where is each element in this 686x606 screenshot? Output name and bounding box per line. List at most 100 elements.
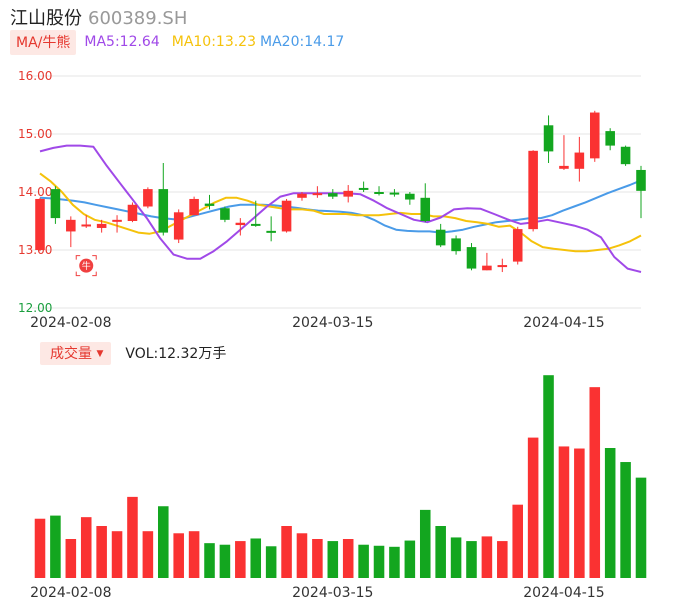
candle-body — [358, 187, 369, 190]
stock-title: 江山股份 600389.SH — [10, 4, 187, 30]
volume-bar — [389, 546, 400, 578]
candle-body — [482, 265, 492, 271]
volume-x-tick-label: 2024-02-08 — [30, 585, 111, 601]
candle-body — [636, 169, 646, 191]
candle-body — [620, 146, 631, 165]
y-tick-label: 15.00 — [18, 127, 52, 141]
candle-body — [35, 198, 45, 250]
volume-x-tick-label: 2024-04-15 — [523, 585, 604, 601]
svg-text:牛: 牛 — [82, 260, 91, 272]
candle-body — [528, 150, 538, 230]
candle-body — [204, 203, 215, 206]
volume-bar — [512, 504, 523, 578]
candle-body — [374, 192, 384, 194]
candle-body — [543, 125, 554, 152]
candle-body — [420, 197, 431, 221]
candle-body — [297, 193, 307, 198]
volume-bar — [96, 526, 107, 578]
volume-bar — [497, 541, 508, 578]
volume-value: VOL:12.32万手 — [125, 346, 227, 362]
candle-body — [127, 204, 138, 221]
candle-body — [158, 189, 169, 233]
candle-body — [435, 229, 446, 246]
volume-bar — [204, 543, 215, 578]
volume-bar — [558, 446, 570, 578]
volume-x-tick-label: 2024-03-15 — [292, 585, 373, 601]
volume-bar — [65, 539, 77, 578]
volume-bar — [342, 539, 354, 578]
volume-bar — [527, 437, 539, 578]
volume-indicator-dropdown[interactable]: 成交量 ▼ — [40, 341, 112, 365]
volume-bar — [466, 541, 477, 578]
ma10-label: MA10:13.23 — [171, 34, 257, 50]
volume-bar — [404, 540, 416, 578]
candle-body — [405, 193, 415, 200]
ma20-line — [39, 179, 642, 234]
candle-body — [281, 200, 292, 232]
candle-body — [559, 165, 569, 169]
volume-bar — [235, 541, 246, 578]
y-tick-label: 12.00 — [18, 301, 52, 315]
ma5-label: MA5:12.64 — [84, 34, 160, 50]
volume-bar — [312, 539, 323, 578]
candle-body — [96, 223, 107, 228]
volume-bar — [158, 506, 169, 578]
candle-body — [235, 222, 246, 226]
x-tick-label: 2024-03-15 — [292, 315, 373, 331]
bull-marker-icon[interactable]: 牛 — [75, 255, 97, 277]
candle-body — [66, 219, 76, 232]
volume-bar — [450, 537, 462, 578]
stock-name: 江山股份 — [10, 8, 82, 29]
candle-body — [512, 229, 523, 262]
ma5-line — [39, 144, 642, 273]
volume-bar — [358, 544, 369, 578]
volume-bar — [543, 375, 554, 578]
volume-bar — [604, 448, 616, 578]
candle-body — [81, 224, 92, 227]
volume-bar — [373, 545, 385, 578]
volume-bar — [419, 509, 431, 578]
volume-bar — [589, 387, 601, 578]
candle-body — [343, 190, 353, 197]
x-tick-label: 2024-04-15 — [523, 315, 604, 331]
volume-bar — [281, 526, 292, 578]
volume-bar — [173, 533, 184, 578]
volume-bar — [574, 448, 585, 578]
ma10-line — [39, 172, 642, 253]
candle-body — [466, 247, 477, 269]
y-tick-label: 16.00 — [18, 69, 52, 83]
volume-bar — [250, 538, 262, 578]
candle-body — [451, 238, 461, 252]
candle-body — [589, 112, 600, 159]
volume-bar — [435, 526, 446, 578]
volume-bar — [327, 541, 339, 578]
volume-bar — [296, 533, 308, 578]
volume-indicator-label: 成交量 — [50, 345, 92, 362]
ma-legend: MA/牛熊 MA5:12.64 MA10:13.23 MA20:14.17 — [10, 29, 344, 55]
volume-bar — [111, 531, 123, 578]
volume-bar — [219, 544, 231, 578]
candle-body — [605, 131, 615, 146]
candle-body — [328, 193, 338, 197]
candle-body — [143, 189, 153, 207]
volume-bar — [142, 531, 154, 578]
volume-bar — [265, 546, 277, 578]
candle-body — [497, 265, 508, 268]
candle-body — [574, 152, 585, 169]
ma-mode-button[interactable]: MA/牛熊 — [10, 29, 77, 55]
volume-bar — [188, 531, 200, 578]
x-tick-label: 2024-02-08 — [30, 315, 111, 331]
candle-body — [266, 230, 276, 233]
chevron-down-icon: ▼ — [96, 348, 104, 359]
candle-body — [173, 212, 184, 240]
volume-bar — [34, 518, 46, 578]
candle-body — [312, 193, 323, 196]
volume-legend: 成交量 ▼ VOL:12.32万手 — [40, 341, 227, 365]
candle-body — [250, 223, 261, 226]
volume-bar — [127, 496, 138, 578]
volume-bar — [635, 477, 647, 578]
volume-bar — [50, 515, 61, 578]
candle-body — [220, 208, 230, 220]
y-tick-label: 13.00 — [18, 243, 52, 257]
